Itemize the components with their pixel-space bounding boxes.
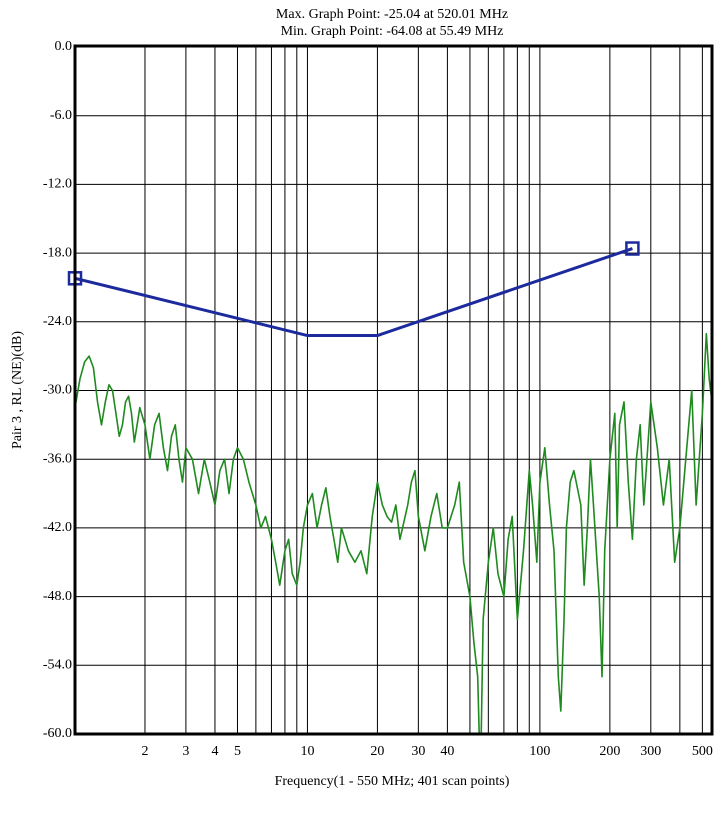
grid — [74, 46, 712, 735]
y-tick-label: -30.0 — [43, 383, 72, 398]
x-tick-label: 200 — [599, 744, 620, 759]
x-tick-label: 40 — [440, 744, 454, 759]
series-line — [75, 247, 633, 338]
x-axis-title: Frequency(1 - 550 MHz; 401 scan points) — [275, 774, 510, 789]
x-tick-label: 30 — [411, 744, 425, 759]
y-tick-label: -24.0 — [43, 314, 72, 329]
x-tick-label: 10 — [300, 744, 314, 759]
y-tick-label: -60.0 — [43, 726, 72, 741]
x-tick-label: 20 — [370, 744, 384, 759]
plot-frame — [73, 44, 714, 736]
series-line — [75, 332, 712, 735]
y-tick-label: -42.0 — [43, 520, 72, 535]
x-tick-label: 100 — [529, 744, 550, 759]
overlay: 0.0 -6.0 -12.0 -18.0 -24.0 -30.0 -36.0 -42.0 -48… — [43, 39, 713, 759]
x-tick-label: 5 — [234, 744, 241, 759]
point-marker — [625, 241, 640, 256]
x-tick-label: 4 — [211, 744, 218, 759]
x-tick-label: 300 — [640, 744, 661, 759]
y-tick-label: -54.0 — [43, 658, 72, 673]
y-tick-label: -18.0 — [43, 245, 72, 260]
y-axis-title: Pair 3 , RL (NE)(dB) — [10, 331, 25, 449]
x-tick-label: 2 — [141, 744, 148, 759]
y-tick-label: -36.0 — [43, 451, 72, 466]
x-tick-label: 3 — [182, 744, 189, 759]
plot-area — [75, 247, 712, 735]
y-tick-label: -48.0 — [43, 589, 72, 604]
y-tick-label: -12.0 — [43, 177, 72, 192]
y-tick-label: 0.0 — [55, 39, 73, 54]
x-tick-label: 500 — [692, 744, 713, 759]
chart-subtitle: Min. Graph Point: -64.08 at 55.49 MHz — [281, 24, 504, 39]
chart-title: Max. Graph Point: -25.04 at 520.01 MHz — [276, 7, 508, 22]
y-tick-label: -6.0 — [50, 108, 72, 123]
